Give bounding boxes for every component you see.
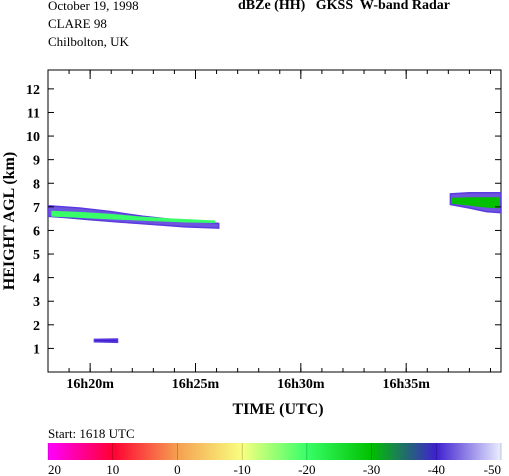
colorbar-tick-label: 10 bbox=[106, 462, 119, 476]
start-time-label: Start: 1618 UTC bbox=[48, 426, 135, 441]
x-tick-label: 16h30m bbox=[277, 377, 325, 392]
colorbar-tick-label: 0 bbox=[174, 462, 181, 476]
colorbar-tick-label: -40 bbox=[428, 462, 445, 476]
location-label: Chilbolton, UK bbox=[48, 34, 129, 49]
y-tick-label: 11 bbox=[27, 106, 40, 121]
y-tick-label: 7 bbox=[33, 201, 40, 216]
x-axis-title: TIME (UTC) bbox=[232, 401, 323, 418]
x-tick-label: 16h35m bbox=[382, 377, 430, 392]
y-tick-label: 1 bbox=[33, 342, 40, 357]
y-tick-label: 8 bbox=[33, 177, 40, 192]
colorbar-tick-label: -10 bbox=[233, 462, 250, 476]
y-tick-label: 2 bbox=[33, 319, 40, 334]
y-axis-title: HEIGHT AGL (km) bbox=[1, 152, 18, 290]
y-tick-label: 4 bbox=[33, 272, 40, 287]
y-tick-label: 12 bbox=[26, 83, 40, 98]
colorbar-tick-label: -20 bbox=[298, 462, 315, 476]
echo-layer bbox=[47, 191, 502, 344]
chart-title: dBZe (HH) GKSS W-band Radar bbox=[238, 0, 450, 13]
y-tick-label: 10 bbox=[26, 130, 40, 145]
y-tick-label: 5 bbox=[33, 248, 40, 263]
campaign-label: CLARE 98 bbox=[48, 16, 107, 31]
colorbar-tick-label: -30 bbox=[363, 462, 380, 476]
colorbar bbox=[48, 443, 501, 460]
echo-region bbox=[51, 210, 216, 224]
y-tick-label: 9 bbox=[33, 154, 40, 169]
echo-region bbox=[451, 197, 500, 209]
x-tick-label: 16h25m bbox=[172, 377, 220, 392]
colorbar-tick-label: 20 bbox=[48, 462, 61, 476]
x-tick-label: 16h20m bbox=[66, 377, 114, 392]
x-axis: 16h20m 16h25m 16h30m 16h35m bbox=[47, 70, 491, 392]
y-tick-label: 6 bbox=[33, 224, 40, 239]
y-tick-label: 3 bbox=[33, 295, 40, 310]
echo-region bbox=[94, 339, 118, 342]
date-label: October 19, 1998 bbox=[48, 0, 139, 13]
colorbar-tick-label: -50 bbox=[484, 462, 501, 476]
colorbar-ticks: 20 10 0 -10 -20 -30 -40 -50 bbox=[47, 443, 502, 476]
